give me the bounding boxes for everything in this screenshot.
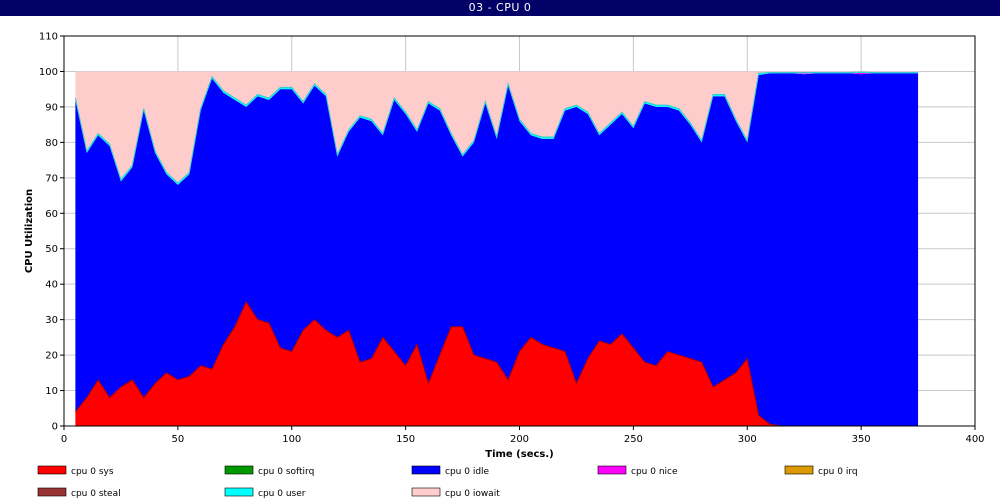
y-tick-label: 60 <box>45 209 58 220</box>
x-tick-label: 250 <box>624 434 643 445</box>
x-tick-label: 100 <box>282 434 301 445</box>
x-axis-label: Time (secs.) <box>485 449 554 460</box>
x-tick-label: 350 <box>852 434 871 445</box>
legend-swatch-cpu-0-softirq <box>224 465 254 475</box>
legend-label-cpu-0-iowait: cpu 0 iowait <box>445 489 500 499</box>
legend-label-cpu-0-steal: cpu 0 steal <box>71 489 121 499</box>
legend-swatch-cpu-0-idle <box>411 465 441 475</box>
legend-swatch-cpu-0-irq <box>784 465 814 475</box>
legend-swatch-cpu-0-steal <box>37 487 67 497</box>
y-tick-label: 10 <box>45 386 58 397</box>
area-cpu-0-iowait <box>75 71 919 184</box>
legend: cpu 0 sys cpu 0 softirq cpu 0 idle cpu 0 ni… <box>37 465 858 499</box>
x-tick-label: 150 <box>396 434 415 445</box>
y-tick-label: 0 <box>52 422 58 433</box>
x-tick-label: 50 <box>172 434 185 445</box>
edge-cpu-0-sys <box>74 300 919 427</box>
y-tick-label: 20 <box>45 351 58 362</box>
y-tick-label: 80 <box>45 138 58 149</box>
area-cpu-0-sys <box>75 301 919 426</box>
legend-label-cpu-0-idle: cpu 0 idle <box>445 467 490 477</box>
y-tick-label: 30 <box>45 315 58 326</box>
x-tick-label: 400 <box>965 434 984 445</box>
legend-label-cpu-0-irq: cpu 0 irq <box>818 467 858 477</box>
cpu-utilization-chart: 0 50 100 150 200 250 300 350 400 0 10 20 30 40 50 60 70 8… <box>24 32 985 500</box>
y-axis-label: CPU Utilization <box>24 189 35 273</box>
axis-ticks: 0 50 100 150 200 250 300 350 400 0 10 20 30 40 50 60 70 8… <box>39 32 985 446</box>
edge-cpu-0-user <box>74 71 919 184</box>
legend-label-cpu-0-nice: cpu 0 nice <box>631 467 678 477</box>
legend-swatch-cpu-0-nice <box>597 465 627 475</box>
x-tick-label: 300 <box>738 434 757 445</box>
x-tick-label: 200 <box>510 434 529 445</box>
legend-label-cpu-0-user: cpu 0 user <box>258 489 306 499</box>
legend-swatch-cpu-0-iowait <box>411 487 441 497</box>
legend-swatch-cpu-0-user <box>224 487 254 497</box>
legend-label-cpu-0-softirq: cpu 0 softirq <box>258 467 314 477</box>
stacked-areas <box>74 71 919 427</box>
y-tick-label: 110 <box>39 32 58 43</box>
legend-label-cpu-0-sys: cpu 0 sys <box>71 467 114 477</box>
y-tick-label: 100 <box>39 67 58 78</box>
window-title: 03 - CPU 0 <box>0 0 1000 16</box>
area-cpu-0-idle <box>75 73 919 427</box>
y-tick-label: 70 <box>45 173 58 184</box>
legend-swatch-cpu-0-sys <box>37 465 67 475</box>
y-tick-label: 50 <box>45 244 58 255</box>
y-tick-label: 40 <box>45 280 58 291</box>
y-tick-label: 90 <box>45 102 58 113</box>
x-tick-label: 0 <box>61 434 67 445</box>
